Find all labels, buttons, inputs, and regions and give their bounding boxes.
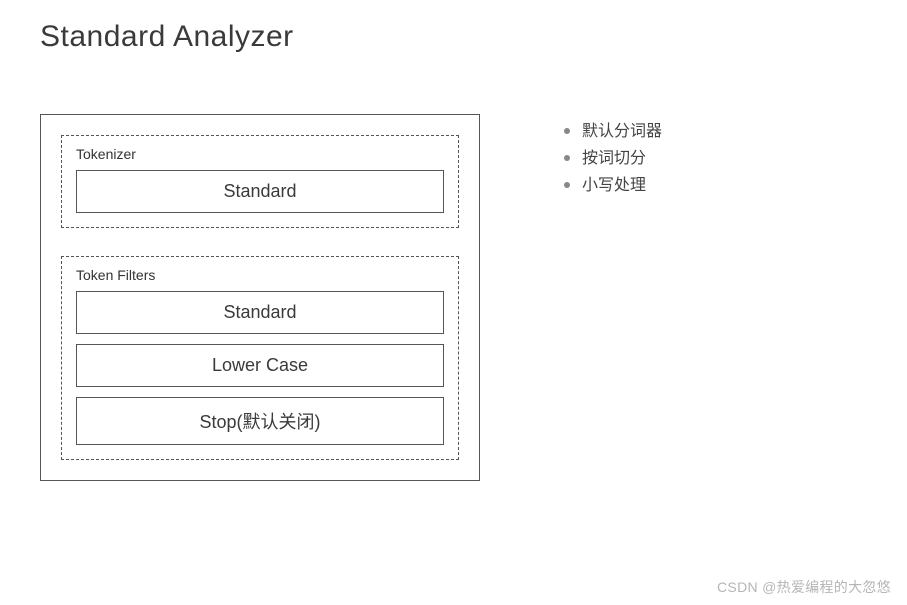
filter-item-standard: Standard (76, 291, 444, 334)
list-item: 小写处理 (560, 172, 662, 199)
token-filters-section: Token Filters Standard Lower Case Stop(默… (61, 256, 459, 460)
watermark-text: CSDN @热爱编程的大忽悠 (717, 577, 891, 597)
feature-list: 默认分词器 按词切分 小写处理 (560, 114, 662, 481)
analyzer-container: Tokenizer Standard Token Filters Standar… (40, 114, 480, 481)
tokenizer-label: Tokenizer (76, 146, 444, 162)
filter-item-stop: Stop(默认关闭) (76, 397, 444, 445)
page-title: Standard Analyzer (40, 20, 867, 54)
list-item: 默认分词器 (560, 118, 662, 145)
tokenizer-item: Standard (76, 170, 444, 213)
filter-item-lowercase: Lower Case (76, 344, 444, 387)
token-filters-label: Token Filters (76, 267, 444, 283)
content-area: Tokenizer Standard Token Filters Standar… (40, 114, 867, 481)
tokenizer-section: Tokenizer Standard (61, 135, 459, 228)
list-item: 按词切分 (560, 145, 662, 172)
